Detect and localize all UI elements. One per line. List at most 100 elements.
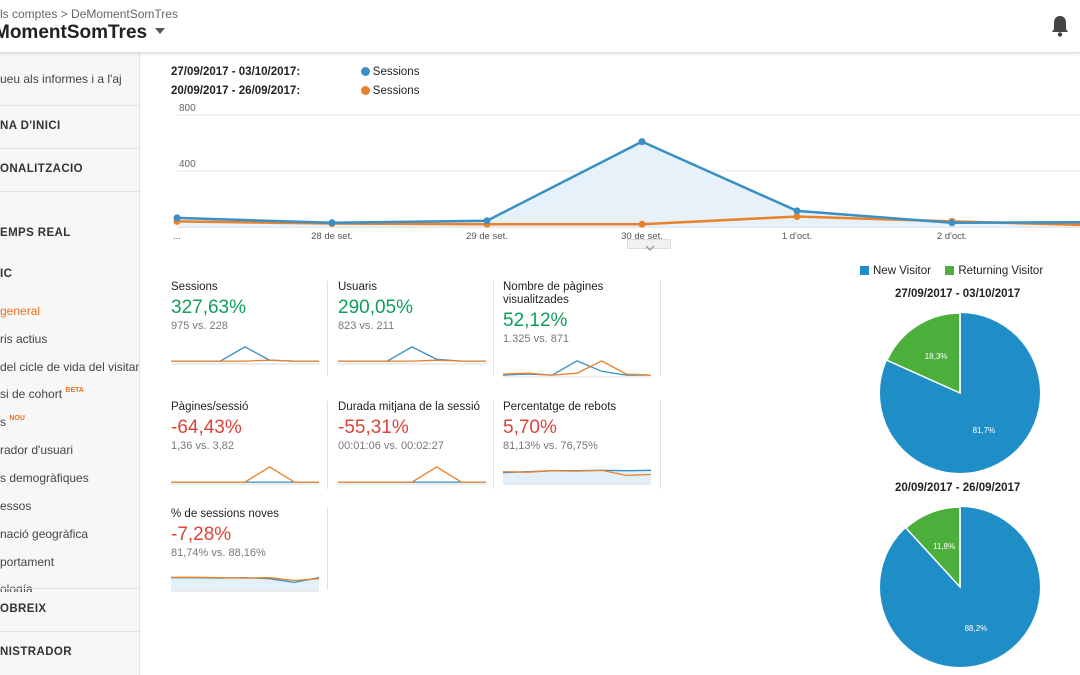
x-tick-label: ... — [173, 231, 181, 242]
metric-comparison: 81,13% vs. 76,75% — [503, 440, 598, 452]
series-1-point[interactable] — [948, 219, 956, 227]
sidebar-item-behavior[interactable]: portament — [0, 555, 55, 569]
beta-badge: BETA — [65, 387, 84, 394]
series-1-point[interactable] — [483, 217, 491, 225]
account-selector[interactable]: MomentSomTres — [0, 22, 166, 44]
pie-label-new: 88,2% — [965, 624, 988, 633]
sparkline — [503, 360, 651, 378]
series-2-dot — [360, 86, 370, 95]
divider — [0, 588, 139, 589]
sparkline-series-1 — [338, 346, 486, 362]
pie-chart-period-2[interactable]: 11,8% 88,2% — [875, 502, 1045, 672]
sidebar-section-home[interactable]: NA D'INICI — [0, 120, 61, 132]
series-1-point[interactable] — [793, 207, 801, 215]
sparkline — [171, 466, 319, 485]
new-badge: NOU — [9, 415, 25, 422]
sidebar-section-realtime[interactable]: EMPS REAL — [0, 227, 71, 239]
sidebar-section-admin[interactable]: NISTRADOR — [0, 646, 72, 658]
metric-tile[interactable]: Percentatge de rebots 5,70% 81,13% vs. 76,… — [503, 401, 661, 452]
pie-label-returning: 18,3% — [925, 352, 948, 361]
x-tick-label: 2 d'oct. — [937, 231, 967, 242]
legend-swatch-new — [860, 266, 869, 275]
sidebar-item-new[interactable]: s NOU — [0, 415, 139, 429]
legend-returning-visitor: Returning Visitor — [958, 265, 1044, 277]
sessions-line-chart[interactable]: 800 400... 28 de set. 29 de set. 30 de set. 1… — [155, 103, 1080, 253]
metric-comparison: 823 vs. 211 — [338, 320, 395, 332]
metric-tile[interactable]: Durada mitjana de la sessió -55,31% 00:01:… — [338, 401, 496, 452]
sparkline-series-1 — [503, 360, 651, 376]
sidebar-item-lifetime[interactable]: del cicle de vida del visitant — [0, 360, 140, 374]
sidebar: ueu als informes i a l'aj NA D'INICI ONA… — [0, 53, 140, 675]
sidebar-item-geo[interactable]: nació geogràfica — [0, 527, 89, 541]
series-2-point[interactable] — [638, 220, 646, 228]
chevron-down-icon — [645, 245, 655, 251]
metric-change: 327,63% — [171, 297, 247, 318]
tile-divider — [327, 401, 328, 489]
sidebar-item-active-users[interactable]: ris actius — [0, 332, 48, 346]
x-tick-label: 28 de set. — [311, 231, 353, 242]
pie-label-returning: 11,8% — [933, 542, 955, 551]
series-1-point[interactable] — [638, 138, 646, 146]
tile-divider — [327, 281, 328, 376]
sparkline-series-2 — [503, 469, 651, 477]
sparkline — [171, 346, 319, 365]
sparkline — [338, 346, 486, 365]
pie-label-new: 81,7% — [973, 426, 996, 435]
sidebar-item-cohort[interactable]: si de cohort BETA — [0, 387, 139, 401]
legend-metric-label: Sessions — [372, 85, 420, 97]
divider — [0, 631, 139, 632]
pie-title-1: 27/09/2017 - 03/10/2017 — [895, 288, 1021, 300]
metric-tile[interactable]: % de sessions noves -7,28% 81,74% vs. 88,1… — [171, 508, 329, 559]
metric-change: 5,70% — [503, 417, 557, 438]
sidebar-item-overview[interactable]: general — [0, 304, 41, 318]
account-name: MomentSomTres — [0, 22, 148, 43]
sparkline-series-2 — [171, 359, 319, 362]
y-tick-label: 800 — [179, 103, 196, 114]
sidebar-section-audience[interactable]: IC — [0, 268, 13, 280]
divider — [0, 105, 139, 106]
bell-icon[interactable] — [1049, 14, 1071, 38]
sparkline-series-2 — [503, 360, 651, 376]
metric-change: 290,05% — [338, 297, 414, 318]
sidebar-section-customization[interactable]: ONALITZACIÓ — [0, 163, 83, 175]
tile-divider — [660, 281, 661, 376]
breadcrumb[interactable]: ls comptes > DeMomentSomTres — [0, 7, 178, 21]
metric-tile[interactable]: Pàgines/sessió -64,43% 1,36 vs. 3,82 — [171, 401, 329, 452]
series-1-point[interactable] — [328, 219, 336, 227]
sidebar-section-discover[interactable]: OBREIX — [0, 603, 47, 615]
series-1-point[interactable] — [173, 214, 181, 222]
sidebar-item-user-explorer[interactable]: rador d'usuari — [0, 443, 73, 457]
legend-period-1: 27/09/2017 - 03/10/2017: Sessions — [171, 66, 419, 78]
metric-tile[interactable]: Nombre de pàgines visualitzades 52,12% 1.3… — [503, 281, 661, 345]
legend-new-visitor: New Visitor — [873, 265, 931, 277]
sidebar-item-technology[interactable]: ología — [0, 582, 33, 592]
chart-expand-handle[interactable] — [627, 239, 671, 251]
metric-tile[interactable]: Sessions 327,63% 975 vs. 228 — [171, 281, 329, 332]
metric-change: -7,28% — [171, 524, 232, 545]
main-content: 27/09/2017 - 03/10/2017: Sessions 20/09/… — [155, 53, 1080, 675]
legend-swatch-returning — [945, 266, 955, 275]
pie-chart-period-1[interactable]: 18,3% 81,7% — [875, 308, 1045, 478]
sidebar-item-label: si de cohort — [0, 387, 63, 401]
pie-slice-returning-visitor[interactable] — [885, 312, 961, 395]
sidebar-item-interests[interactable]: essos — [0, 499, 32, 513]
series-2-point[interactable] — [793, 213, 801, 220]
pie-title-2: 20/09/2017 - 26/09/2017 — [895, 482, 1021, 494]
metric-change: -64,43% — [171, 417, 242, 438]
sidebar-item-demographics[interactable]: s demogràfiques — [0, 471, 89, 485]
legend-period-label: 27/09/2017 - 03/10/2017: — [171, 66, 301, 78]
metric-label: % de sessions noves — [171, 508, 280, 520]
sparkline-series-2 — [338, 466, 486, 483]
tile-divider — [327, 508, 328, 590]
sparkline-series-2 — [171, 466, 319, 483]
sparkline-series-1 — [171, 346, 319, 362]
top-header: ls comptes > DeMomentSomTres MomentSomTr… — [0, 0, 1080, 53]
tile-divider — [493, 281, 494, 376]
sparkline-series-2 — [171, 576, 319, 582]
metric-label: Durada mitjana de la sessió — [338, 401, 480, 413]
metric-comparison: 1,36 vs. 3,82 — [171, 440, 234, 452]
metric-comparison: 975 vs. 228 — [171, 320, 228, 332]
sidebar-search[interactable]: ueu als informes i a l'aj — [0, 72, 122, 86]
metric-tile[interactable]: Usuaris 290,05% 823 vs. 211 — [338, 281, 496, 332]
sparkline — [338, 466, 486, 485]
